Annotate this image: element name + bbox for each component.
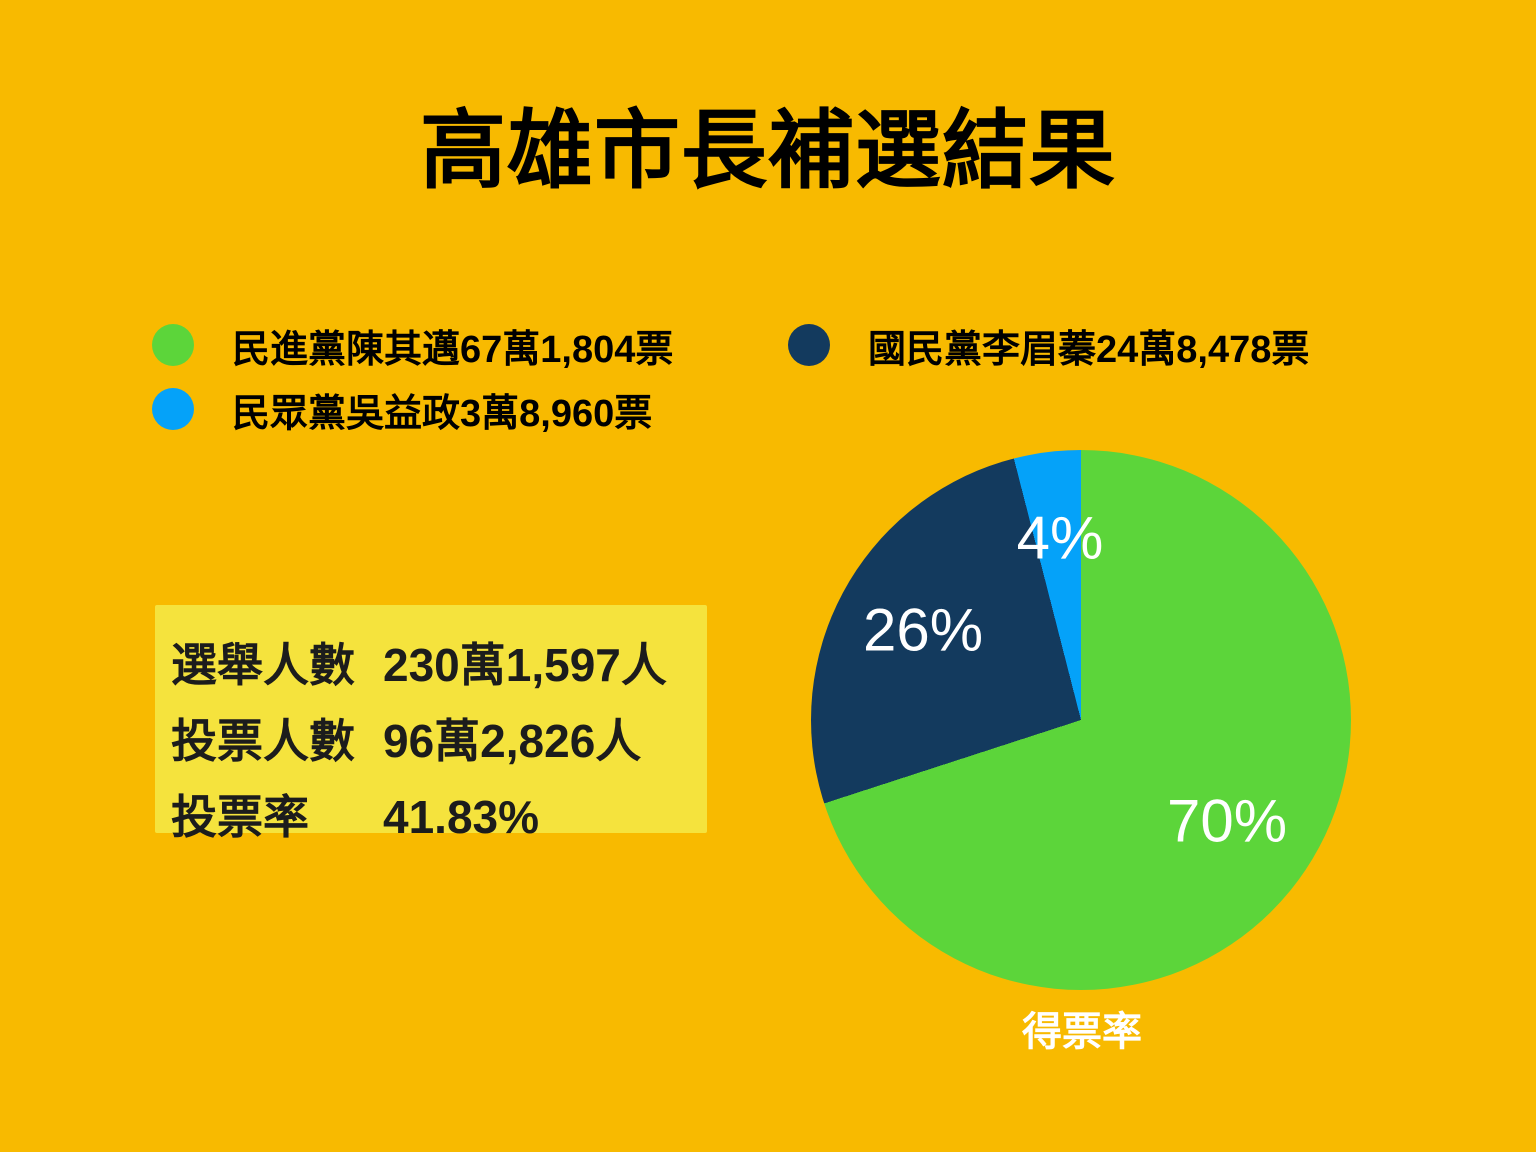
summary-row-voters: 投票人數 96萬2,826人 (171, 703, 683, 779)
turnout-summary-box: 選舉人數 230萬1,597人 投票人數 96萬2,826人 投票率 41.83… (155, 605, 707, 843)
pie-chart (811, 450, 1351, 990)
summary-value: 41.83% (383, 791, 540, 843)
legend-label: 民進黨陳其邁67萬1,804票 (232, 328, 674, 371)
legend-item-dpp: 民進黨陳其邁67萬1,804票 (152, 322, 673, 371)
summary-value: 96萬2,826人 (383, 715, 642, 767)
legend-label: 民眾黨吳益政3萬8,960票 (232, 392, 653, 435)
legend-label: 國民黨李眉蓁24萬8,478票 (868, 328, 1310, 371)
pie-slice-label-navy: 26% (862, 596, 984, 664)
pie-slice-label-blue: 4% (1016, 504, 1104, 572)
pie-slice-label-green: 70% (1166, 787, 1288, 855)
legend-swatch-green-icon (152, 324, 194, 366)
summary-label: 投票率 (171, 791, 309, 843)
summary-label: 選舉人數 (171, 639, 355, 691)
summary-value: 230萬1,597人 (383, 639, 667, 691)
legend-item-tpp: 民眾黨吳益政3萬8,960票 (152, 386, 652, 435)
summary-row-turnout-rate: 投票率 41.83% (171, 779, 683, 855)
legend-swatch-navy-icon (788, 324, 830, 366)
legend-swatch-blue-icon (152, 388, 194, 430)
chart-caption: 得票率 (1022, 1010, 1142, 1054)
summary-row-electorate: 選舉人數 230萬1,597人 (171, 627, 683, 703)
summary-label: 投票人數 (171, 715, 355, 767)
legend-item-kmt: 國民黨李眉蓁24萬8,478票 (788, 322, 1309, 371)
page-title: 高雄市長補選結果 (420, 103, 1116, 199)
